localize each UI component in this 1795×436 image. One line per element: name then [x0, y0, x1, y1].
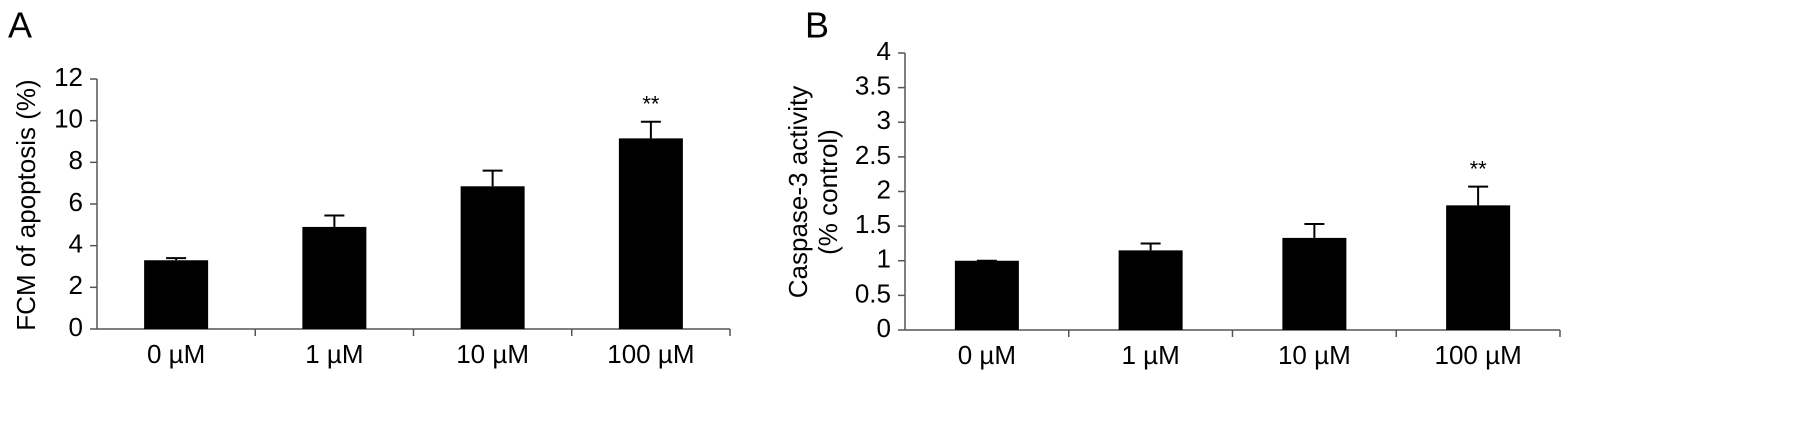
error-bar	[640, 120, 661, 139]
x-tick-label: 100 µM	[1435, 340, 1522, 370]
y-axis-label: FCM of apoptosis (%)	[11, 79, 41, 330]
y-tick-label: 2.5	[855, 140, 891, 170]
y-tick-label: 4	[69, 229, 83, 259]
bar	[460, 186, 525, 329]
bar	[1282, 237, 1347, 330]
x-tick-label: 1 µM	[305, 339, 363, 369]
bar	[1446, 205, 1511, 330]
y-tick-label: 8	[69, 145, 83, 175]
panel-label: B	[805, 5, 829, 46]
y-tick-label: 1	[877, 244, 891, 274]
y-axis-label: (% control)	[813, 129, 843, 255]
bar	[144, 260, 209, 329]
error-bar	[324, 214, 345, 227]
x-tick-label: 10 µM	[456, 339, 529, 369]
y-tick-label: 2	[69, 270, 83, 300]
error-bar	[1304, 223, 1325, 238]
significance: **	[1470, 156, 1488, 181]
y-tick-label: 0	[69, 312, 83, 342]
y-tick-label: 0.5	[855, 278, 891, 308]
y-tick-label: 1.5	[855, 209, 891, 239]
y-tick-label: 3.5	[855, 71, 891, 101]
bar	[302, 226, 367, 329]
x-tick-label: 1 µM	[1121, 340, 1179, 370]
y-axis-label: Caspase-3 activity	[783, 86, 813, 298]
bar	[1118, 250, 1183, 330]
x-tick-label: 0 µM	[958, 340, 1016, 370]
y-tick-label: 12	[54, 62, 83, 92]
y-tick-label: 10	[54, 104, 83, 134]
error-bar	[1468, 185, 1489, 206]
significance: **	[642, 92, 660, 117]
y-tick-label: 2	[877, 174, 891, 204]
x-tick-label: 10 µM	[1278, 340, 1351, 370]
x-tick-label: 0 µM	[147, 339, 205, 369]
y-tick-label: 4	[877, 36, 891, 66]
y-tick-label: 6	[69, 187, 83, 217]
error-bar	[482, 169, 503, 187]
panel-label: A	[8, 5, 32, 46]
x-tick-label: 100 µM	[607, 339, 694, 369]
error-bar	[166, 257, 187, 261]
y-tick-label: 0	[877, 313, 891, 343]
y-tick-label: 3	[877, 105, 891, 135]
bar	[618, 138, 683, 329]
bar	[954, 260, 1019, 330]
error-bar	[1140, 242, 1161, 251]
